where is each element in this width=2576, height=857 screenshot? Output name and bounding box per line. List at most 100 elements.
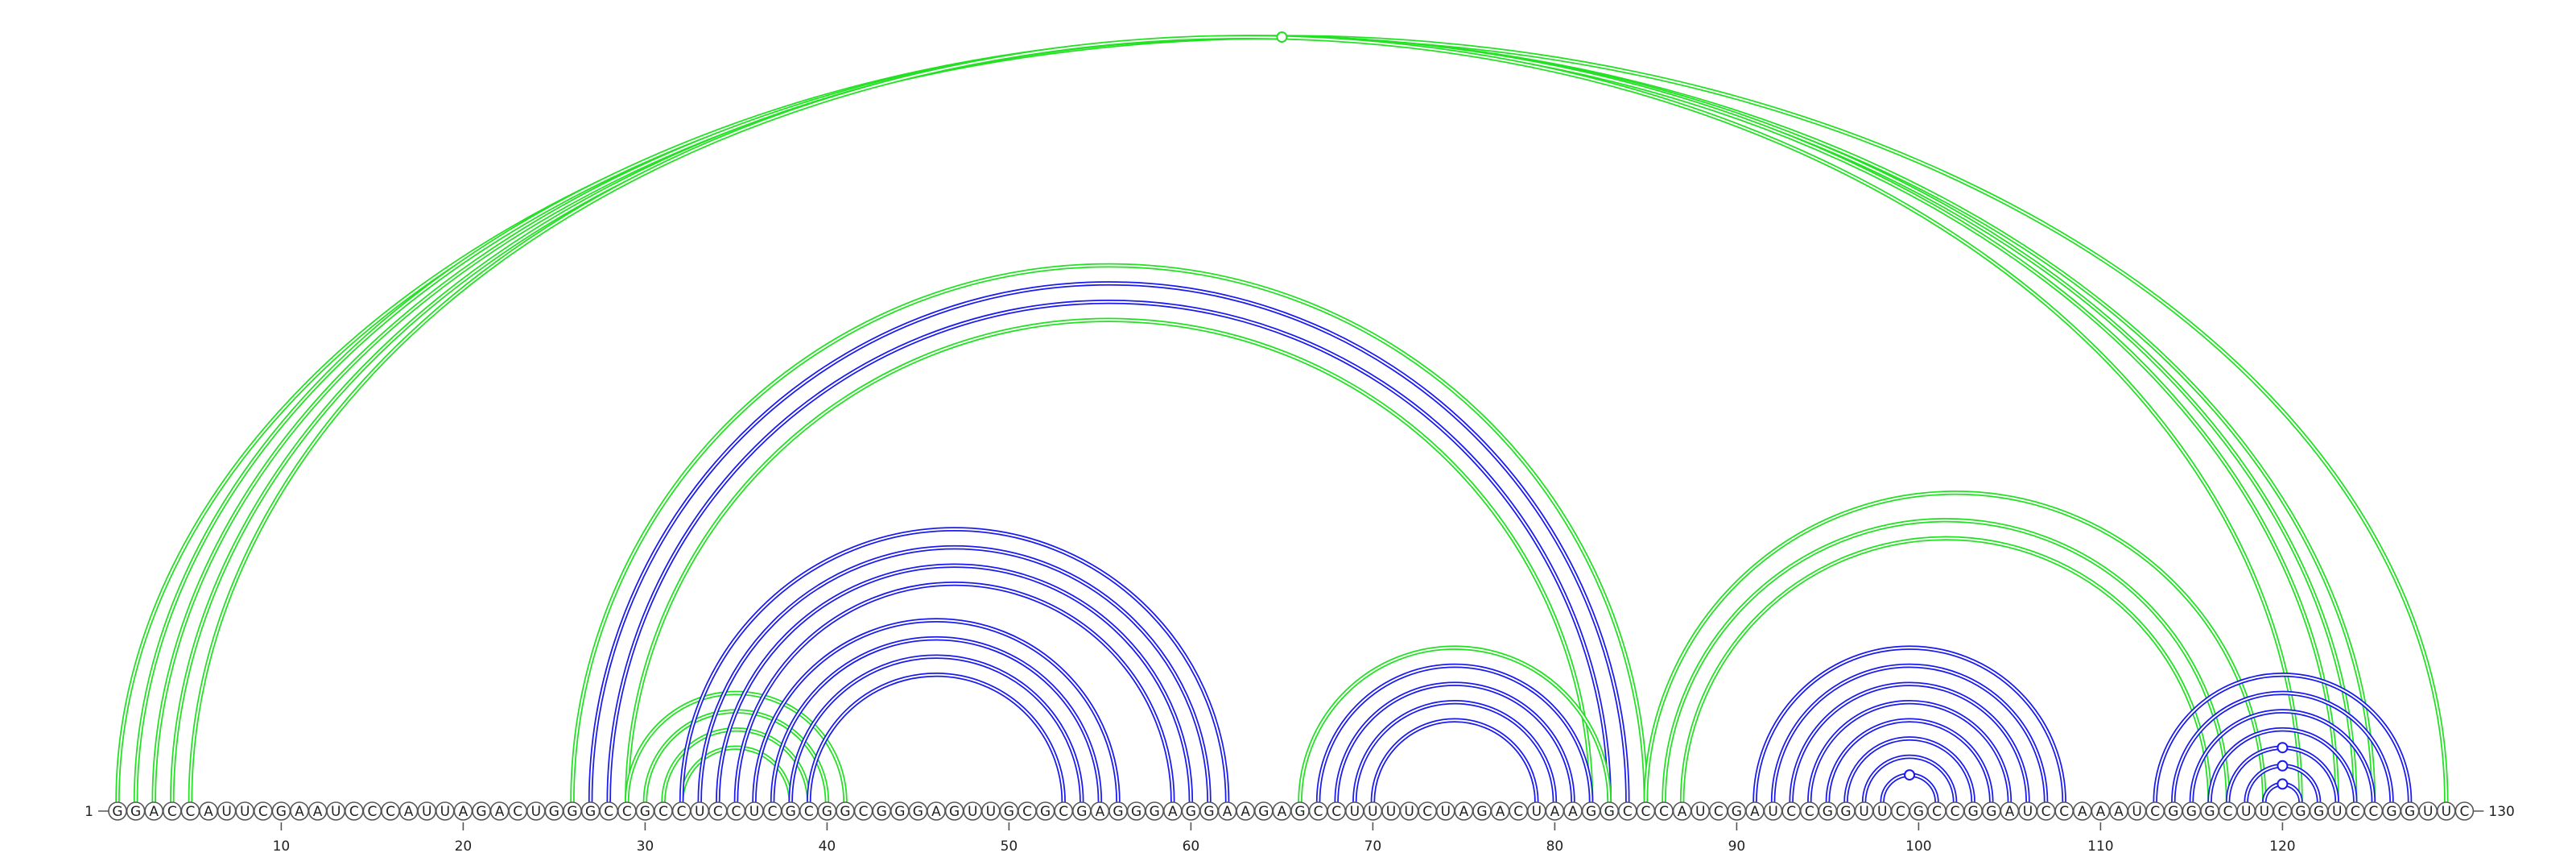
nucleotide: G <box>1126 801 1146 821</box>
nucleotide: G <box>1181 801 1201 821</box>
base-pair-arc-gap <box>572 264 1647 803</box>
nucleotide: U <box>1872 801 1892 821</box>
base-pair-arc <box>1825 718 1994 803</box>
nucleotide-letter: C <box>1714 804 1724 820</box>
pair-marker <box>1276 31 1288 43</box>
nucleotide: U <box>2437 801 2456 821</box>
nucleotide-letter: C <box>349 804 359 820</box>
nucleotide-letter: A <box>1096 804 1105 820</box>
nucleotide-letter: A <box>1459 804 1469 820</box>
nucleotide-letter: G <box>2314 804 2324 820</box>
nucleotide-letter: G <box>1294 804 1305 820</box>
nucleotide-letter: U <box>2442 804 2451 820</box>
nucleotide: C <box>853 801 873 821</box>
nucleotide: G <box>1290 801 1310 821</box>
nucleotide-letter: G <box>2295 804 2306 820</box>
nucleotide: G <box>2400 801 2420 821</box>
nucleotide: G <box>836 801 855 821</box>
nucleotide: C <box>1654 801 1674 821</box>
nucleotide: C <box>2054 801 2074 821</box>
base-pair-arc-gap <box>663 728 810 803</box>
nucleotide: U <box>1854 801 1874 821</box>
base-pair-arc-gap <box>716 565 1192 803</box>
base-pair-arc <box>716 563 1194 803</box>
nucleotide-letter: C <box>731 804 741 820</box>
nucleotide-letter: A <box>313 804 323 820</box>
nucleotide-letter: A <box>1223 804 1232 820</box>
nucleotide: U <box>745 801 764 821</box>
nucleotide: G <box>2382 801 2401 821</box>
nucleotide: U <box>1363 801 1383 821</box>
nucleotide: G <box>1818 801 1838 821</box>
nucleotide-letter: U <box>2423 804 2433 820</box>
nucleotide: U <box>1381 801 1401 821</box>
nucleotide: U <box>1763 801 1783 821</box>
nucleotide: A <box>1217 801 1237 821</box>
nucleotide: C <box>1927 801 1946 821</box>
nucleotide-letter: G <box>1968 804 1979 820</box>
nucleotide: A <box>199 801 218 821</box>
base-pair-arc-gap <box>2209 728 2356 803</box>
nucleotide-letter: A <box>1568 804 1578 820</box>
nucleotide: G <box>472 801 491 821</box>
nucleotide-letter: G <box>822 804 832 820</box>
nucleotide: U <box>2236 801 2256 821</box>
nucleotide-letter: U <box>2241 804 2251 820</box>
nucleotide-letter: U <box>1695 804 1705 820</box>
tick-label: 120 <box>2269 838 2295 855</box>
nucleotide: U <box>526 801 546 821</box>
nucleotide-letter: C <box>513 804 522 820</box>
nucleotide: C <box>762 801 782 821</box>
nucleotide: C <box>1945 801 1965 821</box>
nucleotide-letter: U <box>968 804 977 820</box>
nucleotide: G <box>2164 801 2183 821</box>
base-pair-arc <box>2225 745 2339 803</box>
tick-label: 110 <box>2087 838 2113 855</box>
base-pair-arc <box>752 618 1121 803</box>
tick-label: 10 <box>273 838 291 855</box>
nucleotide-letter: U <box>986 804 996 820</box>
pair-marker <box>2277 742 2289 754</box>
nucleotide-letter: U <box>2023 804 2033 820</box>
nucleotide: A <box>144 801 163 821</box>
nucleotide-letter: C <box>2223 804 2233 820</box>
nucleotide: C <box>2145 801 2165 821</box>
base-pair-arc-gap <box>699 546 1210 803</box>
nucleotide: A <box>1163 801 1183 821</box>
nucleotide: C <box>1327 801 1346 821</box>
nucleotide: G <box>1145 801 1164 821</box>
base-pair-arc-gap <box>189 36 2301 803</box>
nucleotide-letter: G <box>130 804 141 820</box>
nucleotide-letter: G <box>2168 804 2178 820</box>
nucleotide-letter: C <box>1314 804 1323 820</box>
nucleotide: U <box>2327 801 2347 821</box>
nucleotide: C <box>344 801 364 821</box>
nucleotide: C <box>1308 801 1328 821</box>
base-pair-arc-gap <box>1353 701 1556 803</box>
nucleotide: C <box>1781 801 1801 821</box>
nucleotide: C <box>1800 801 1819 821</box>
nucleotide-letter: A <box>1678 804 1687 820</box>
nucleotide-letter: G <box>1604 804 1615 820</box>
base-pair-arc <box>115 35 2449 803</box>
base-pair-arc-gap <box>589 282 1629 803</box>
nucleotide: U <box>2255 801 2274 821</box>
nucleotide: G <box>635 801 655 821</box>
nucleotide-letter: U <box>2132 804 2141 820</box>
nucleotide: A <box>2091 801 2111 821</box>
nucleotide-letter: U <box>221 804 231 820</box>
nucleotide: C <box>163 801 182 821</box>
nucleotide-letter: U <box>749 804 759 820</box>
nucleotide-letter: A <box>149 804 159 820</box>
nucleotide-letter: A <box>1278 804 1287 820</box>
nucleotide-letter: G <box>1150 804 1160 820</box>
nucleotide-letter: C <box>1896 804 1905 820</box>
nucleotide: A <box>453 801 473 821</box>
nucleotide: C <box>654 801 673 821</box>
nucleotide-letter: A <box>2096 804 2106 820</box>
nucleotide: C <box>726 801 746 821</box>
nucleotide: G <box>872 801 891 821</box>
nucleotide: C <box>2346 801 2365 821</box>
nucleotide-letter: U <box>440 804 450 820</box>
nucleotide: U <box>981 801 1001 821</box>
